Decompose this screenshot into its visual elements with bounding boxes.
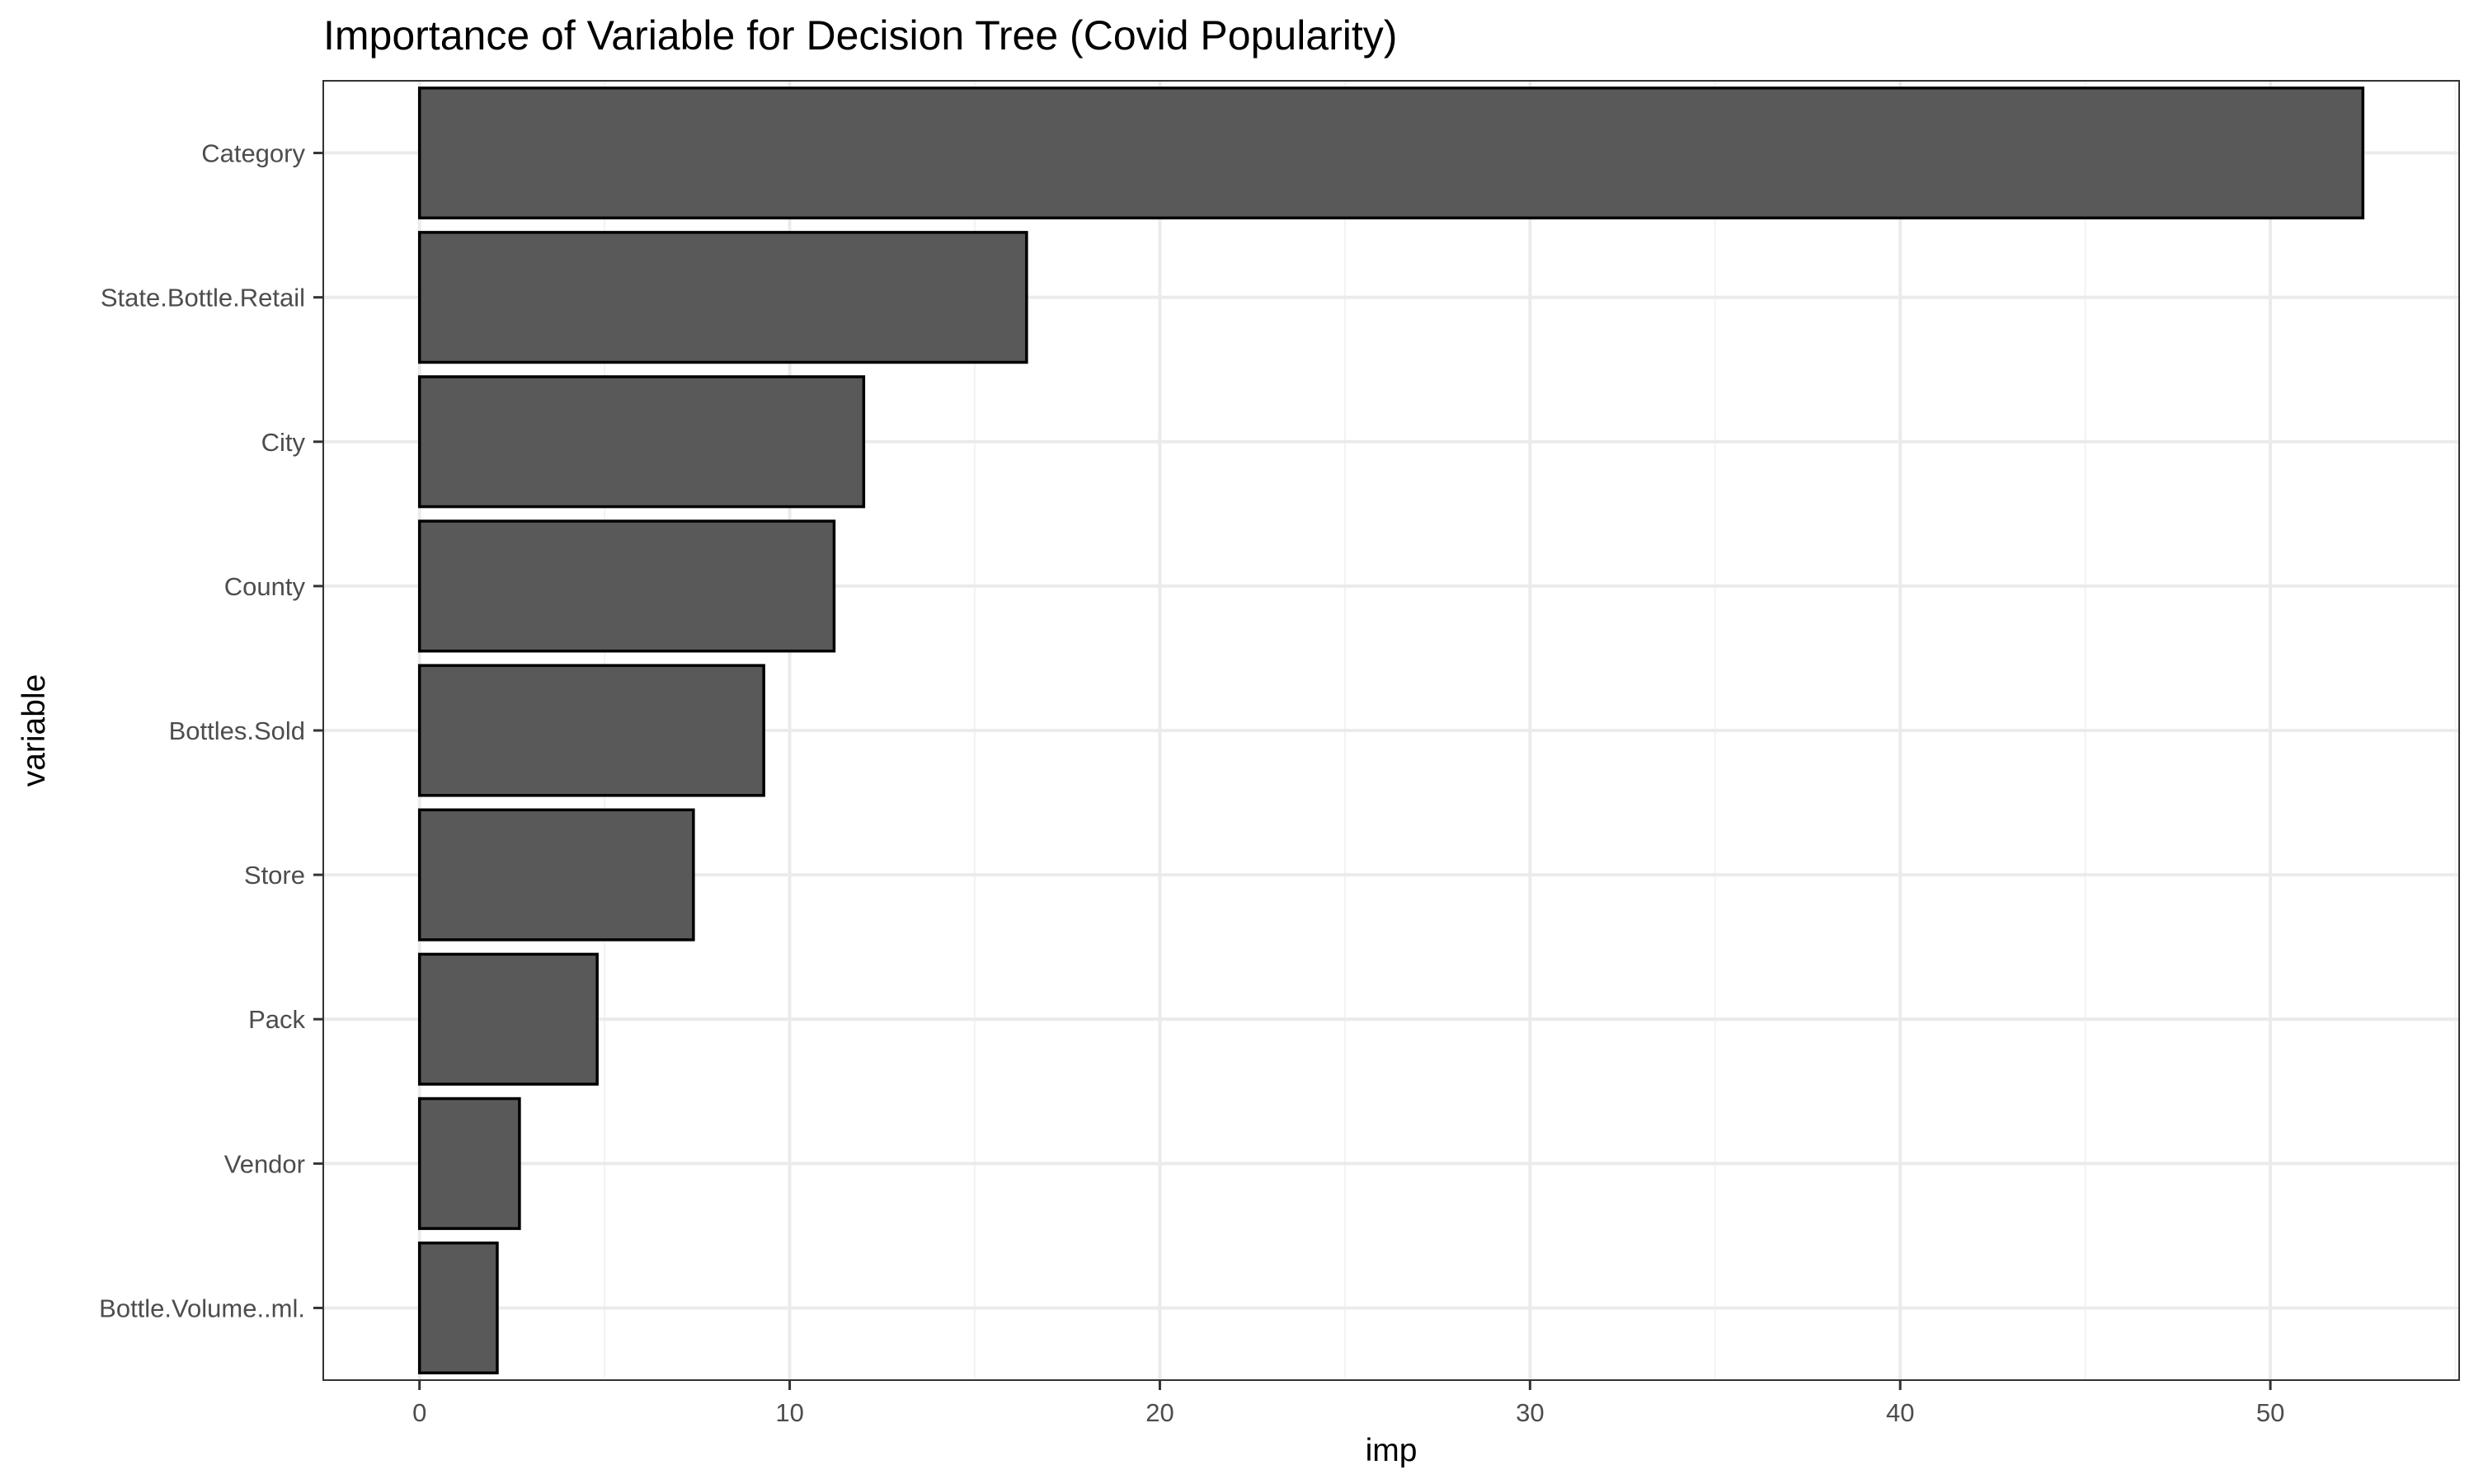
bars bbox=[417, 87, 2365, 1374]
y-tick-label: City bbox=[261, 428, 306, 457]
bar-vendor bbox=[417, 1097, 521, 1230]
y-tick-label: Category bbox=[201, 139, 305, 168]
bar-category bbox=[417, 87, 2365, 220]
x-tick-label: 20 bbox=[1145, 1398, 1174, 1427]
x-axis-title: imp bbox=[1366, 1433, 1418, 1468]
y-tick-label: State.Bottle.Retail bbox=[101, 284, 305, 312]
y-tick-label: Bottles.Sold bbox=[169, 716, 305, 745]
chart-title: Importance of Variable for Decision Tree… bbox=[323, 12, 1397, 59]
x-tick-label: 50 bbox=[2256, 1398, 2284, 1427]
x-tick-label: 30 bbox=[1516, 1398, 1544, 1427]
bar-city bbox=[417, 375, 866, 509]
x-tick-label: 10 bbox=[775, 1398, 803, 1427]
bar-bottle-volume-ml bbox=[417, 1241, 499, 1374]
bar-county bbox=[417, 519, 836, 653]
y-axis-title: variable bbox=[16, 674, 52, 787]
bar-state-bottle-retail bbox=[417, 231, 1028, 364]
x-tick-label: 40 bbox=[1886, 1398, 1914, 1427]
y-axis: Category State.Bottle.Retail City County Bot… bbox=[99, 139, 323, 1322]
x-axis: 0 10 20 30 40 50 bbox=[412, 1380, 2284, 1427]
y-tick-label: County bbox=[224, 572, 306, 601]
y-tick-label: Pack bbox=[248, 1005, 305, 1034]
y-tick-label: Vendor bbox=[224, 1149, 305, 1178]
y-tick-label: Bottle.Volume..ml. bbox=[99, 1294, 305, 1322]
y-tick-label: Store bbox=[244, 861, 305, 890]
x-tick-label: 0 bbox=[412, 1398, 426, 1427]
bar-store bbox=[417, 808, 695, 942]
bar-bottles-sold bbox=[417, 664, 765, 797]
bar-pack bbox=[417, 952, 599, 1086]
